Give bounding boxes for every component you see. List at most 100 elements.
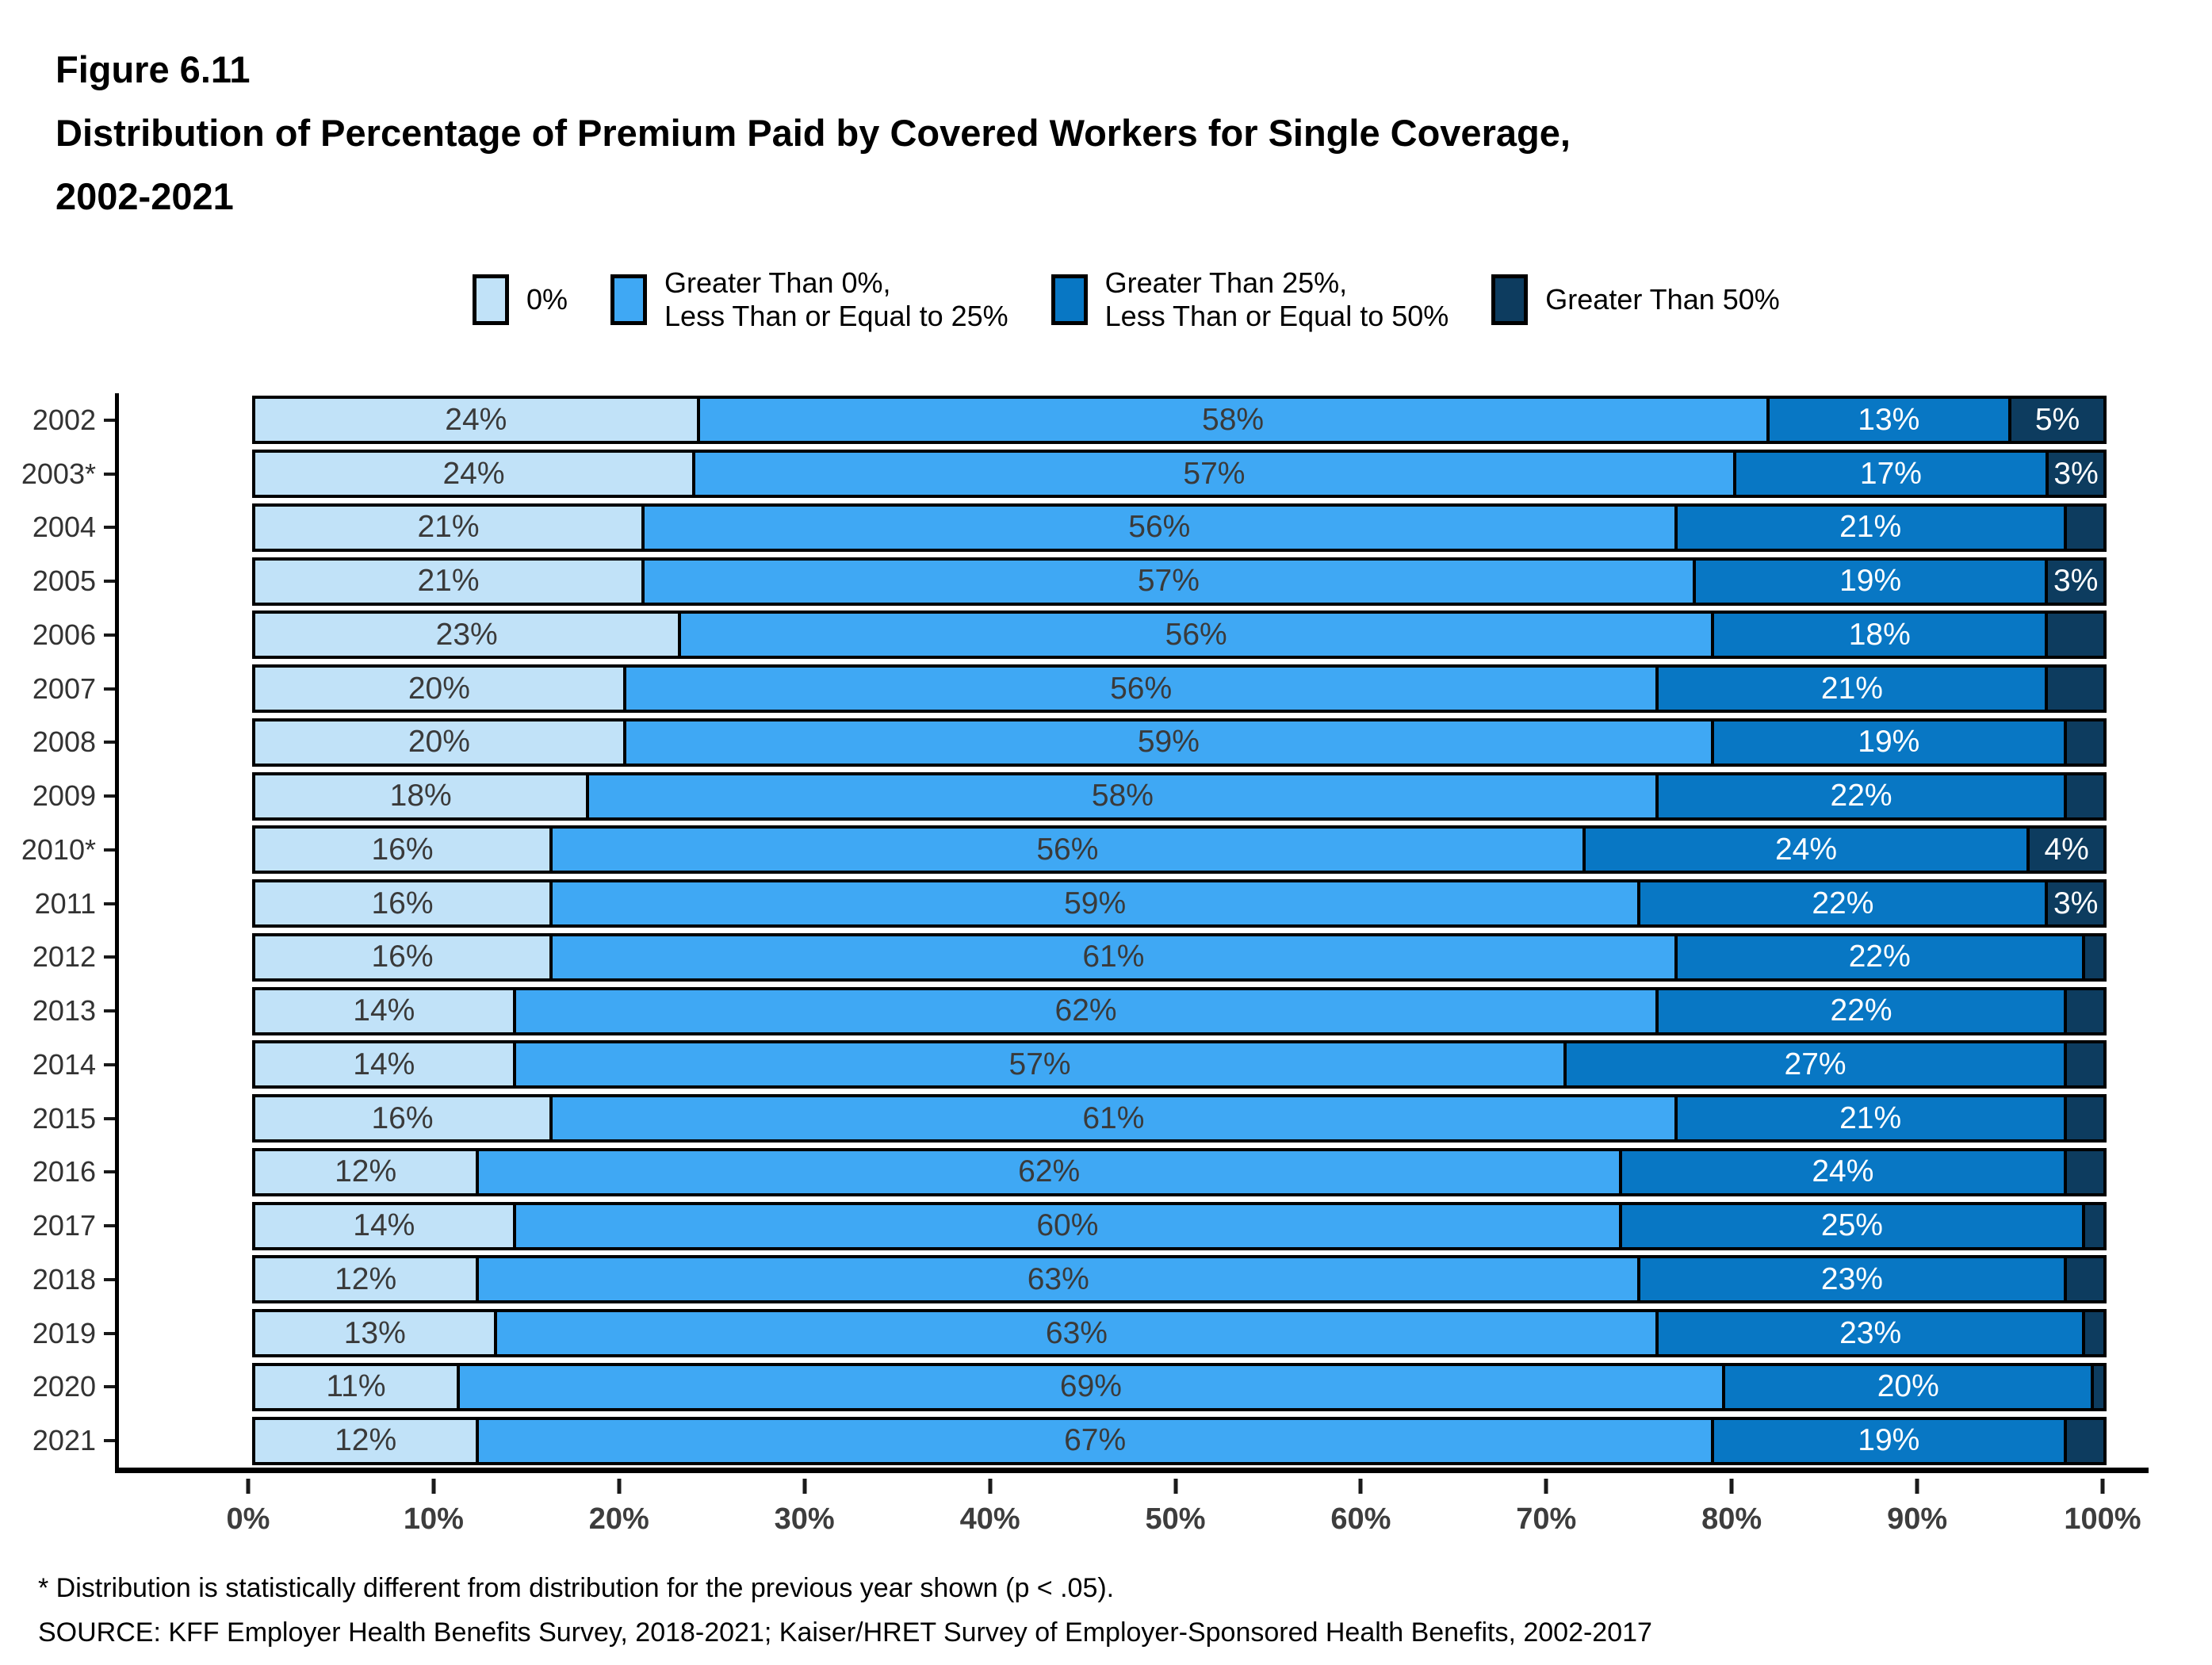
bar-value-label: 57% [1008,1047,1071,1081]
year-label: 2012 [32,940,96,974]
y-axis-cell: 2003* [0,447,115,501]
bar-row-2007: 20% 56% 21% [252,664,2107,714]
bar-segment: 14% [252,1040,516,1089]
bar-segment: 12% [252,1255,480,1304]
y-axis-cell: 2012 [0,931,115,985]
bar-segment: 5% [2011,396,2107,445]
legend-label: Greater Than 0%, Less Than or Equal to 2… [664,266,1008,333]
bar-row-2009: 18% 58% 22% [252,771,2107,821]
legend-item-gt0-le25: Greater Than 0%, Less Than or Equal to 2… [610,266,1008,334]
bar-value-label: 24% [1812,1154,1874,1189]
x-tick-label: 90% [1887,1502,1948,1536]
bar-segment: 56% [681,610,1715,660]
y-axis-cell: 2006 [0,608,115,662]
bar-segment: 3% [2048,879,2107,928]
y-axis-tick [104,633,115,637]
bar-value-label: 16% [371,832,434,867]
bar-segment [2048,664,2107,714]
x-tick-label: 60% [1330,1502,1391,1536]
bar-value-label: 21% [1820,671,1883,706]
bar-value-label: 16% [371,1100,434,1135]
y-axis-tick [104,1331,115,1335]
x-tick-label: 30% [774,1502,835,1536]
bar-value-label: 14% [353,1047,415,1081]
title-block: Figure 6.11 Distribution of Percentage o… [55,38,1571,228]
y-axis-tick [104,1170,115,1174]
bar-segment: 57% [695,450,1736,499]
y-axis-tick [104,955,115,959]
bar-value-label: 11% [326,1369,386,1404]
bar-value-label: 23% [1839,1315,1902,1350]
bar-row-2004: 21% 56% 21% [252,503,2107,552]
bar-segment: 62% [515,986,1659,1035]
legend-label: Greater Than 50% [1545,283,1780,316]
bar-row-2008: 20% 59% 19% [252,718,2107,767]
bar-value-label: 3% [2053,886,2099,921]
bar-segment: 59% [553,879,1641,928]
bar-row-slot: 16% 61% 22% [252,931,2107,985]
bar-segment: 21% [1659,664,2049,714]
bar-segment [2066,1255,2107,1304]
year-label: 2007 [32,672,96,705]
bar-row-slot: 16% 61% 21% [252,1092,2107,1146]
bar-segment: 23% [1640,1255,2067,1304]
bar-segment: 60% [515,1201,1623,1250]
y-axis-tick [104,1062,115,1066]
bar-value-label: 22% [1812,886,1874,921]
bar-segment: 24% [252,396,700,445]
bar-segment: 61% [553,1094,1678,1143]
bar-value-label: 19% [1858,1423,1920,1458]
bar-segment: 58% [699,396,1770,445]
y-axis-cell: 2020 [0,1361,115,1414]
bar-segment: 56% [626,664,1659,714]
chart-panel: 24% 58% 13% 5% 24% 57% 17% 3% 21% 56% 21% 21% 57% 19%… [115,393,2149,1473]
bar-value-label: 19% [1839,564,1902,599]
bar-value-label: 56% [1110,671,1173,706]
bar-segment: 22% [1640,879,2049,928]
x-tick-label: 100% [2064,1502,2141,1536]
bar-value-label: 16% [371,886,434,921]
bar-segment: 13% [1769,396,2012,445]
bar-value-label: 58% [1202,402,1265,437]
bar-value-label: 67% [1064,1423,1127,1458]
bar-row-slot: 12% 63% 23% [252,1253,2107,1307]
bar-segment: 18% [1714,610,2049,660]
bar-row-slot: 13% 63% 23% [252,1307,2107,1361]
bar-value-label: 63% [1027,1261,1089,1296]
bar-segment: 3% [2048,557,2107,606]
bar-segment: 13% [252,1309,498,1358]
bar-segment: 17% [1736,450,2049,499]
bar-row-2011: 16% 59% 22% 3% [252,879,2107,928]
bar-row-2002: 24% 58% 13% 5% [252,396,2107,445]
bar-value-label: 18% [1848,617,1911,652]
figure-label: Figure 6.11 [55,48,251,90]
bar-segment: 23% [1659,1309,2085,1358]
bar-value-label: 19% [1858,725,1920,760]
bar-segment: 24% [252,450,696,499]
y-axis-cell: 2019 [0,1307,115,1361]
x-tick-label: 40% [959,1502,1020,1536]
year-label: 2013 [32,994,96,1028]
bar-value-label: 22% [1830,779,1892,813]
year-label: 2010* [21,832,96,866]
bar-row-2003: 24% 57% 17% 3% [252,450,2107,499]
bar-row-slot: 16% 59% 22% 3% [252,877,2107,931]
bar-segment: 12% [252,1147,480,1196]
x-tick-mark [2100,1479,2105,1494]
bar-value-label: 18% [389,779,452,813]
bar-row-2017: 14% 60% 25% [252,1201,2107,1250]
bar-row-2013: 14% 62% 22% [252,986,2107,1035]
bar-segment [2066,1147,2107,1196]
y-axis-tick [104,1439,115,1443]
x-tick-mark [1729,1479,1734,1494]
bar-value-label: 58% [1091,779,1154,813]
year-label: 2017 [32,1209,96,1242]
legend-item-gt25-le50: Greater Than 25%, Less Than or Equal to … [1051,266,1449,334]
bar-value-label: 14% [353,1208,415,1243]
bar-segment [2066,1040,2107,1089]
bar-value-label: 61% [1082,1100,1145,1135]
x-tick-label: 70% [1516,1502,1577,1536]
year-label: 2004 [32,511,96,544]
y-axis-tick [104,1385,115,1389]
x-tick-mark [617,1479,622,1494]
